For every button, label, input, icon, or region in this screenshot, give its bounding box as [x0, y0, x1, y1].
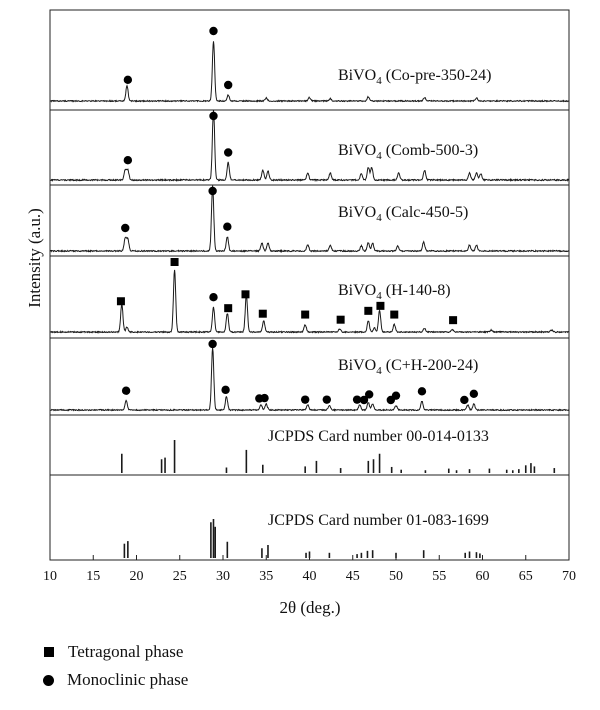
tetragonal-marker — [116, 297, 125, 306]
tetragonal-marker — [241, 290, 250, 299]
x-tick-label: 35 — [259, 569, 273, 584]
x-tick-label: 30 — [216, 569, 230, 584]
tetragonal-marker — [224, 304, 233, 313]
tetragonal-marker — [376, 301, 385, 310]
xrd-trace-bivo4-h-140-8 — [49, 269, 570, 334]
tetragonal-marker — [258, 309, 267, 318]
x-tick-label: 65 — [519, 569, 533, 584]
monoclinic-marker — [223, 222, 232, 231]
x-tick-label: 50 — [389, 569, 403, 584]
xrd-trace-bivo4-calc-450-5 — [49, 185, 569, 254]
x-axis: 10 15 20 25 30 35 40 45 50 55 60 65 70 — [43, 555, 576, 584]
xrd-trace-bivo4-co-pre-350-24 — [49, 41, 570, 103]
monoclinic-marker — [359, 395, 369, 405]
monoclinic-marker — [123, 75, 133, 85]
square-marker-icon — [44, 647, 54, 657]
monoclinic-marker — [121, 223, 130, 233]
legend-item-monoclinic: Monoclinic phase — [40, 666, 188, 694]
x-tick-label: 55 — [432, 569, 446, 584]
tetragonal-marker — [449, 316, 458, 325]
monoclinic-marker — [208, 339, 217, 349]
monoclinic-marker — [469, 389, 479, 398]
panel-label-bivo4-calc-450-5: BiVO4 (Calc-450-5) — [338, 204, 468, 224]
monoclinic-marker — [223, 80, 233, 90]
monoclinic-marker — [322, 395, 331, 404]
monoclinic-marker — [352, 395, 362, 404]
xrd-trace-bivo4-comb-500-3 — [49, 110, 570, 182]
tetragonal-marker — [364, 306, 373, 315]
monoclinic-marker — [223, 148, 233, 157]
monoclinic-marker — [391, 391, 401, 400]
x-tick-label: 20 — [130, 569, 144, 584]
x-tick-label: 60 — [476, 569, 490, 584]
monoclinic-marker — [209, 26, 218, 36]
x-tick-label: 10 — [43, 569, 57, 584]
legend-item-tetragonal: Tetragonal phase — [40, 638, 188, 666]
monoclinic-marker — [208, 186, 217, 196]
tetragonal-marker — [301, 310, 310, 319]
tetragonal-marker — [336, 315, 345, 324]
monoclinic-marker — [417, 387, 427, 396]
monoclinic-marker — [260, 393, 269, 403]
panel-label-bivo4-co-pre-350-24: BiVO4 (Co-pre-350-24) — [338, 67, 491, 87]
panel-label-bivo4-h-140-8: BiVO4 (H-140-8) — [338, 282, 451, 302]
legend-label-tetragonal: Tetragonal phase — [68, 642, 184, 661]
monoclinic-marker — [121, 386, 131, 395]
x-tick-label: 25 — [173, 569, 187, 584]
card-label-jcpds-card-number-00-014-0133: JCPDS Card number 00-014-0133 — [268, 428, 489, 445]
panel-label-bivo4-comb-500-3: BiVO4 (Comb-500-3) — [338, 142, 478, 162]
tetragonal-marker — [390, 310, 399, 319]
circle-marker-icon — [43, 674, 54, 686]
x-tick-label: 45 — [346, 569, 360, 584]
plot-data: BiVO4 (Co-pre-350-24) BiVO4 (Comb-500-3) B… — [49, 26, 570, 558]
monoclinic-marker — [209, 293, 218, 302]
legend: Tetragonal phase Monoclinic phase — [40, 638, 188, 694]
tetragonal-marker — [170, 258, 179, 266]
xrd-trace-bivo4-c-h-200-24 — [49, 348, 570, 412]
monoclinic-marker — [209, 111, 218, 121]
x-tick-label: 70 — [562, 569, 576, 584]
monoclinic-marker — [123, 156, 133, 165]
card-label-jcpds-card-number-01-083-1699: JCPDS Card number 01-083-1699 — [268, 512, 489, 529]
x-axis-label: 2θ (deg.) — [279, 598, 340, 617]
monoclinic-marker — [364, 390, 374, 399]
monoclinic-marker — [460, 395, 469, 405]
legend-label-monoclinic: Monoclinic phase — [67, 670, 189, 689]
x-tick-label: 15 — [86, 569, 100, 584]
x-tick-label: 40 — [303, 569, 317, 584]
monoclinic-marker — [221, 385, 230, 395]
panel-label-bivo4-c-h-200-24: BiVO4 (C+H-200-24) — [338, 357, 478, 377]
y-axis-label: Intensity (a.u.) — [25, 208, 44, 308]
monoclinic-marker — [300, 395, 310, 404]
